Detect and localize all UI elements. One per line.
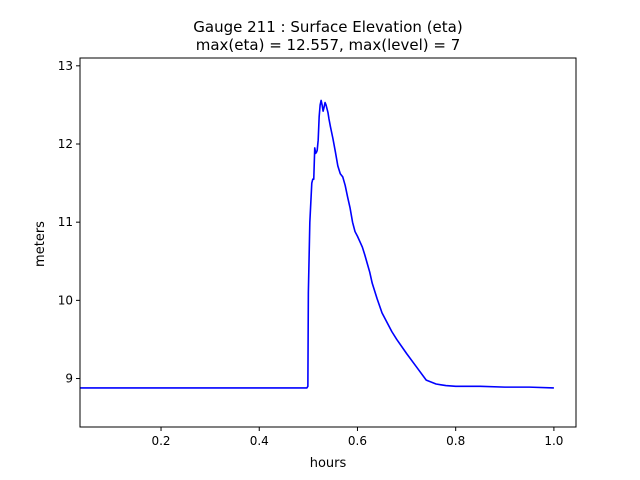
x-tick-label: 0.8 (446, 434, 465, 448)
x-tick-label: 0.6 (348, 434, 367, 448)
y-tick-label: 11 (58, 215, 73, 229)
chart-title: Gauge 211 : Surface Elevation (eta) (193, 18, 462, 36)
series-line-eta (80, 99, 554, 389)
x-tick-label: 0.2 (151, 434, 170, 448)
y-axis-label: meters (33, 221, 48, 267)
y-tick-label: 12 (58, 137, 73, 151)
y-tick-label: 10 (58, 293, 73, 307)
chart-subtitle: max(eta) = 12.557, max(level) = 7 (196, 36, 461, 54)
x-tick-label: 0.4 (250, 434, 269, 448)
axes-frame (79, 57, 577, 428)
x-axis-label: hours (310, 456, 347, 471)
plot-area: 0.2 0.4 0.6 0.8 1.0 9 10 11 12 13 (58, 57, 577, 448)
x-tick-label: 1.0 (544, 434, 563, 448)
y-tick-label: 9 (65, 372, 73, 386)
y-tick-label: 13 (58, 59, 73, 73)
